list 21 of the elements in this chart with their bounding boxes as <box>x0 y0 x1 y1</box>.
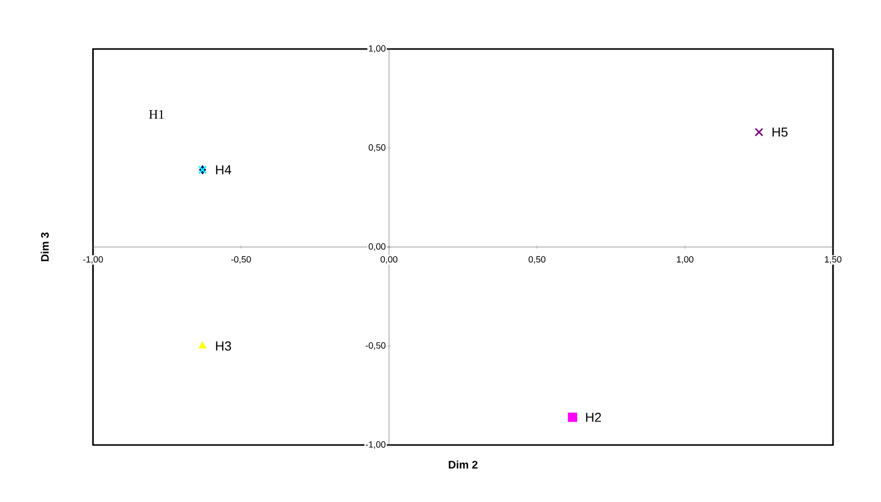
series-label: H3 <box>216 341 232 351</box>
x-tick-label: 1,50 <box>824 256 842 264</box>
point <box>198 341 207 348</box>
x-tick-label: 1,00 <box>676 256 694 264</box>
y-tick-label: 0,00 <box>368 243 386 251</box>
y-tick-label: 1,00 <box>369 45 386 53</box>
x-tick-label: 0,50 <box>528 256 546 264</box>
series-label: H5 <box>772 128 788 137</box>
y-tick-label: 0,50 <box>368 144 386 152</box>
x-tick-label: 0,00 <box>380 256 398 264</box>
y-tick-label: -0,50 <box>366 342 386 350</box>
x-tick-label: -0,50 <box>231 256 251 264</box>
x-axis-title: Dim 2 <box>448 460 478 468</box>
series-label: H2 <box>586 412 601 422</box>
annotation: H1 <box>149 110 164 119</box>
point <box>754 128 764 136</box>
x-tick-label: -1,00 <box>83 256 103 264</box>
point <box>568 412 578 422</box>
series-label: H4 <box>216 165 232 174</box>
y-tick-label: -1,00 <box>366 441 386 449</box>
y-axis-title: Dim 3 <box>40 232 49 262</box>
